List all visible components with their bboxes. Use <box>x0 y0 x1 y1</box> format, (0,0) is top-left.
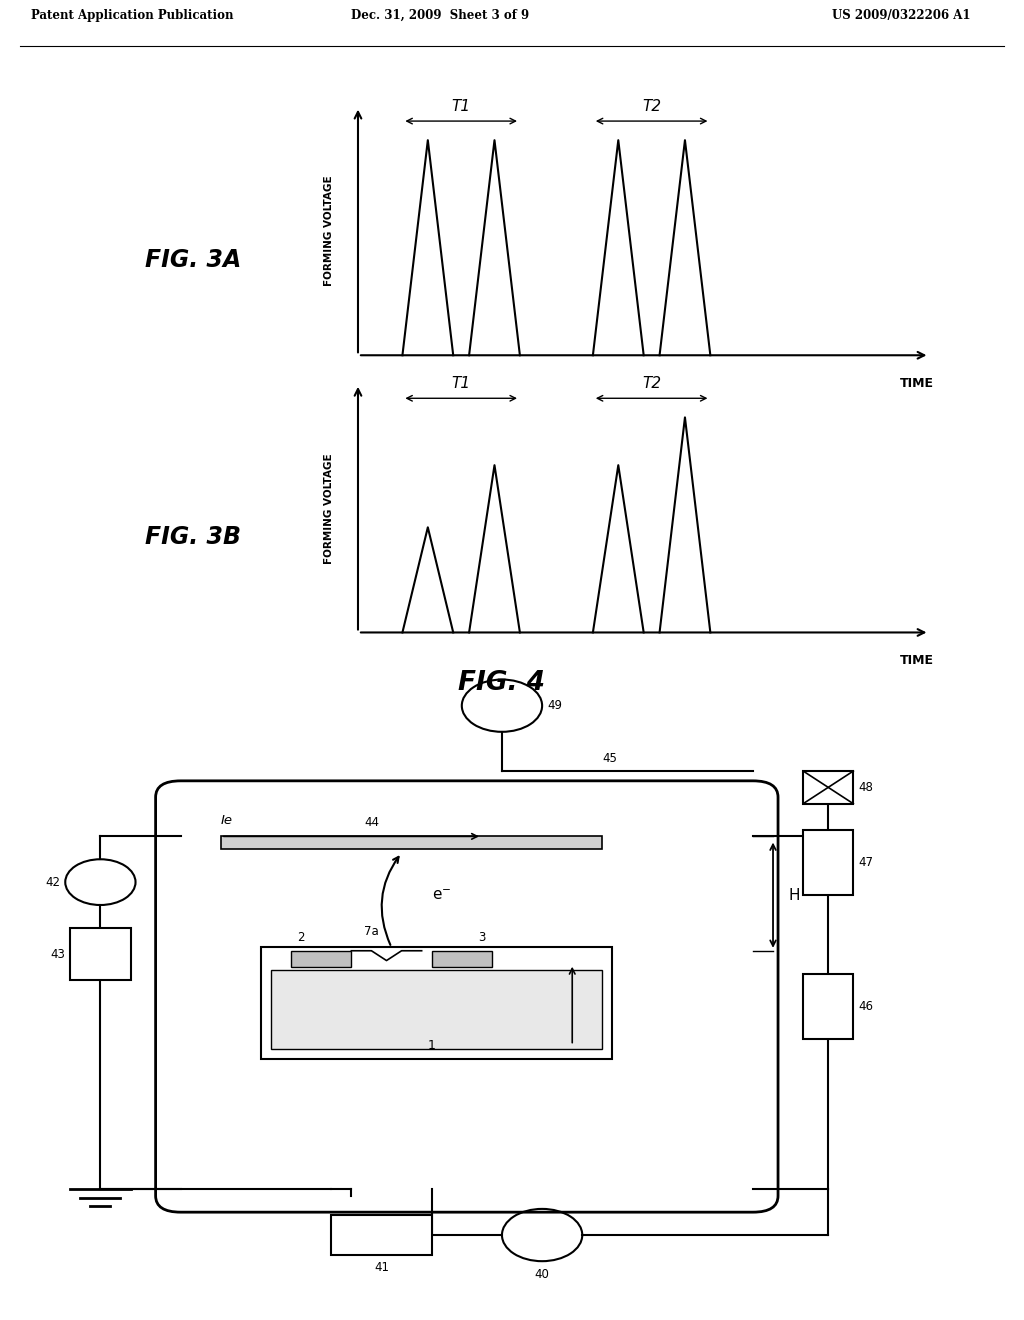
Text: FORMING VOLTAGE: FORMING VOLTAGE <box>325 176 335 286</box>
Text: 1: 1 <box>428 1039 435 1052</box>
Text: 7a: 7a <box>365 925 379 937</box>
Text: 43: 43 <box>50 948 66 961</box>
Text: 46: 46 <box>858 999 873 1012</box>
Bar <box>291 950 351 968</box>
Text: TIME: TIME <box>900 653 934 667</box>
Bar <box>71 928 130 981</box>
Text: 47: 47 <box>858 857 873 869</box>
Text: Dec. 31, 2009  Sheet 3 of 9: Dec. 31, 2009 Sheet 3 of 9 <box>351 8 529 21</box>
Bar <box>271 970 602 1049</box>
Text: Ie: Ie <box>221 813 232 826</box>
Text: Patent Application Publication: Patent Application Publication <box>31 8 233 21</box>
Text: 3: 3 <box>478 931 485 944</box>
Text: 40: 40 <box>535 1267 550 1280</box>
Text: 2: 2 <box>297 931 305 944</box>
Text: FIG. 3B: FIG. 3B <box>145 525 241 549</box>
Text: H: H <box>788 888 800 903</box>
Bar <box>432 950 492 968</box>
Text: US 2009/0322206 A1: US 2009/0322206 A1 <box>831 8 971 21</box>
Bar <box>803 974 853 1039</box>
Text: FORMING VOLTAGE: FORMING VOLTAGE <box>325 453 335 564</box>
Text: T2: T2 <box>642 376 662 392</box>
Bar <box>803 830 853 895</box>
Text: 42: 42 <box>45 875 60 888</box>
Text: e$^{-}$: e$^{-}$ <box>432 888 451 903</box>
Bar <box>261 948 612 1059</box>
Text: 41: 41 <box>374 1261 389 1274</box>
Text: 49: 49 <box>547 700 562 713</box>
Text: 48: 48 <box>858 781 873 793</box>
Text: T1: T1 <box>452 99 471 115</box>
Text: FIG. 3A: FIG. 3A <box>144 248 241 272</box>
Text: FIG. 4: FIG. 4 <box>459 669 546 696</box>
Text: 45: 45 <box>602 751 617 764</box>
Text: T2: T2 <box>642 99 662 115</box>
Text: T1: T1 <box>452 376 471 392</box>
Bar <box>221 837 602 850</box>
Text: TIME: TIME <box>900 376 934 389</box>
Bar <box>803 771 853 804</box>
Text: 44: 44 <box>364 816 379 829</box>
Bar <box>332 1216 432 1254</box>
FancyBboxPatch shape <box>156 781 778 1212</box>
